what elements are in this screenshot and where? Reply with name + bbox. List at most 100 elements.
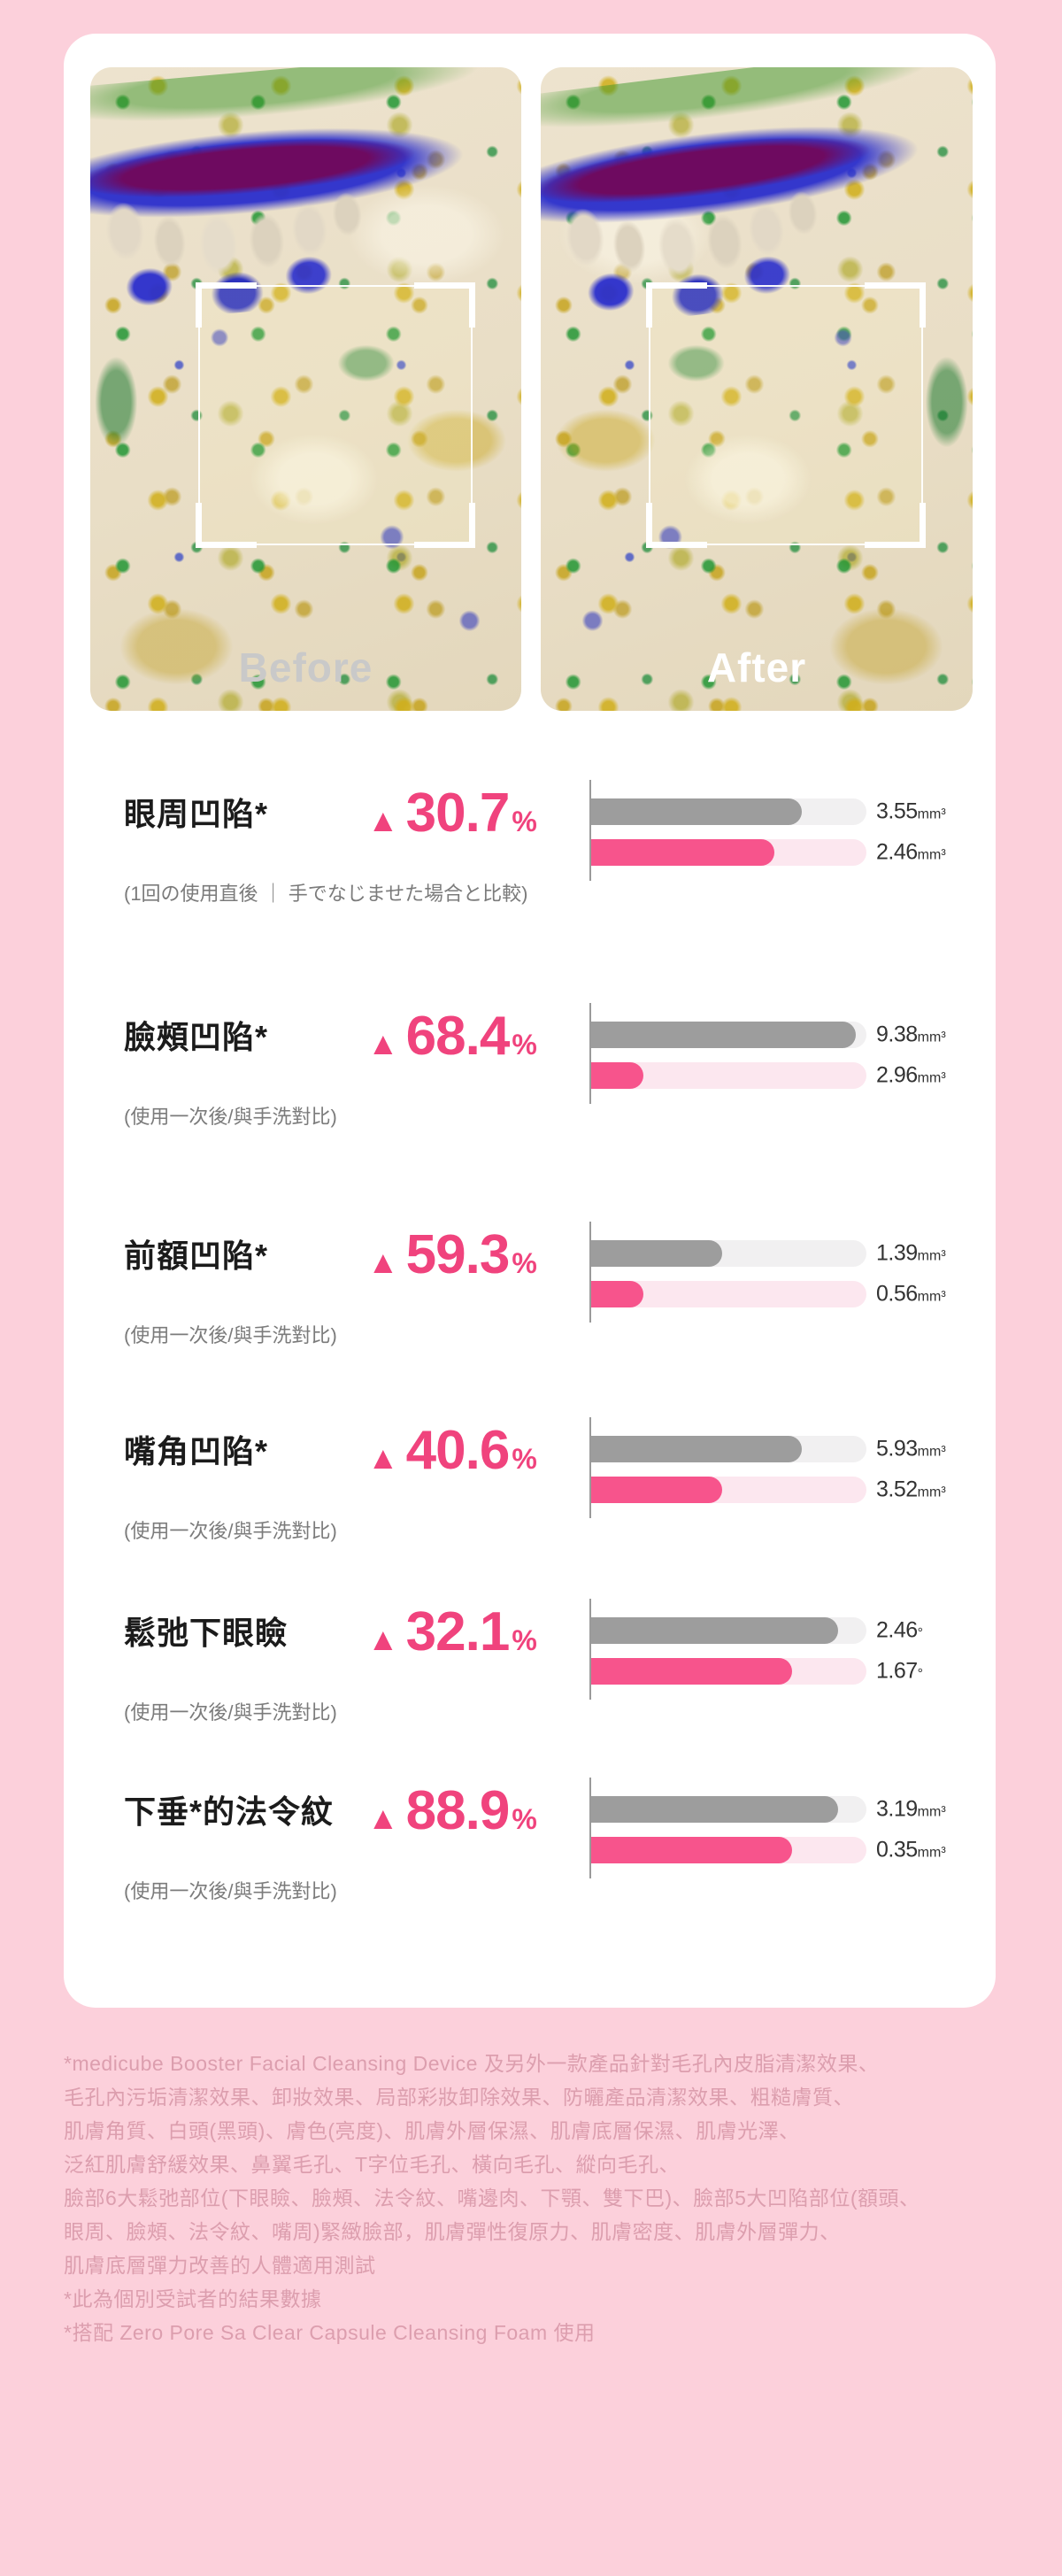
bar-fill-gray (591, 1796, 838, 1823)
stat-percent-value: 40.6 (405, 1420, 511, 1481)
bar-value-label: 5.93mm³ (876, 1436, 946, 1462)
bar-fill-pink (591, 1837, 792, 1863)
bar-value-label: 2.96mm³ (876, 1062, 946, 1088)
bar-fill-gray (591, 1617, 838, 1644)
stat-note: (使用一次後/與手洗對比) (124, 1880, 337, 1902)
bar-fill-pink (591, 1658, 792, 1685)
increase-triangle-icon: ▲ (367, 1800, 399, 1836)
stat-percent-sign: % (512, 1624, 537, 1656)
increase-triangle-icon: ▲ (367, 1244, 399, 1280)
bar-chart: 2.46° 1.67° (589, 1591, 996, 1741)
stat-section-lower-eyelid: 鬆弛下眼瞼 ▲ 32.1 % (使用一次後/與手洗對比) 2.46° 1.67° (64, 1591, 996, 1741)
focus-corner-icon (196, 503, 257, 548)
stat-percent-value: 30.7 (405, 783, 511, 844)
bar-track-gray: 3.55mm³ (591, 798, 946, 825)
stat-title: 嘴角凹陷* (124, 1433, 269, 1469)
stat-percent-value: 32.1 (405, 1601, 511, 1662)
bar-track-pink: 1.67° (591, 1658, 923, 1685)
bar-fill-pink (591, 1062, 643, 1089)
bar-track-pink: 2.96mm³ (591, 1062, 946, 1089)
bar-fill-gray (591, 1240, 722, 1267)
bar-fill-gray (591, 1436, 802, 1462)
content-card: Before After 眼周凹陷* ▲ 30.7 % (1回の使用直後 ｜ 手… (64, 34, 996, 2008)
bar-track-pink: 3.52mm³ (591, 1477, 946, 1503)
stat-note: (1回の使用直後 ｜ 手でなじませた場合と比較) (124, 883, 528, 905)
stat-percent-sign: % (512, 806, 537, 837)
focus-corner-icon (414, 503, 475, 548)
bar-chart: 1.39mm³ 0.56mm³ (589, 1214, 996, 1364)
bar-track-gray: 3.19mm³ (591, 1796, 946, 1823)
chart-axis-line (589, 1417, 591, 1518)
chart-axis-line (589, 1599, 591, 1700)
bar-chart: 3.55mm³ 2.46mm³ (589, 772, 996, 922)
stat-title: 鬆弛下眼瞼 (124, 1615, 289, 1651)
footnote-line: *此為個別受試者的結果數據 (64, 2287, 322, 2310)
footnote-line: 肌膚底層彈力改善的人體適用測試 (64, 2254, 376, 2277)
bar-chart: 9.38mm³ 2.96mm³ (589, 995, 996, 1145)
focus-corner-icon (196, 282, 257, 328)
bar-track-pink: 2.46mm³ (591, 839, 946, 866)
bar-track-gray: 2.46° (591, 1617, 923, 1644)
stat-percent-value: 68.4 (405, 1006, 511, 1067)
bar-track-gray: 5.93mm³ (591, 1436, 946, 1462)
footnotes: *medicube Booster Facial Cleansing Devic… (64, 2047, 1011, 2349)
bar-value-label: 3.19mm³ (876, 1796, 946, 1822)
chart-axis-line (589, 780, 591, 881)
before-label: Before (238, 644, 373, 690)
after-skin-analysis-image: After (541, 67, 973, 711)
stat-change: ▲ 40.6 % (367, 1423, 537, 1478)
focus-corner-icon (646, 503, 707, 548)
bar-chart: 3.19mm³ 0.35mm³ (589, 1770, 996, 1920)
stat-title: 臉頰凹陷* (124, 1019, 269, 1055)
stat-percent-value: 88.9 (405, 1780, 511, 1841)
bar-value-label: 1.39mm³ (876, 1240, 946, 1266)
stat-percent-sign: % (512, 1803, 537, 1835)
bar-fill-gray (591, 798, 802, 825)
stat-note: (使用一次後/與手洗對比) (124, 1701, 337, 1724)
footnote-line: *medicube Booster Facial Cleansing Devic… (64, 2052, 880, 2075)
stat-section-cheek: 臉頰凹陷* ▲ 68.4 % (使用一次後/與手洗對比) 9.38mm³ 2.9… (64, 995, 996, 1145)
bar-value-label: 3.52mm³ (876, 1477, 946, 1502)
increase-triangle-icon: ▲ (367, 802, 399, 838)
stat-section-mouth-corner: 嘴角凹陷* ▲ 40.6 % (使用一次後/與手洗對比) 5.93mm³ 3.5… (64, 1409, 996, 1560)
bar-value-label: 0.56mm³ (876, 1281, 946, 1307)
stat-change: ▲ 30.7 % (367, 786, 537, 841)
footnote-line: 肌膚角質、白頭(黑頭)、膚色(亮度)、肌膚外層保濕、肌膚底層保濕、肌膚光澤、 (64, 2119, 800, 2142)
focus-frame (196, 282, 475, 548)
increase-triangle-icon: ▲ (367, 1621, 399, 1657)
bar-value-label: 2.46mm³ (876, 839, 946, 865)
footnote-line: 毛孔內污垢清潔效果、卸妝效果、局部彩妝卸除效果、防曬產品清潔效果、粗糙膚質、 (64, 2086, 854, 2109)
focus-corner-icon (865, 282, 926, 328)
focus-corner-icon (646, 282, 707, 328)
bar-fill-pink (591, 1477, 722, 1503)
bar-value-label: 3.55mm³ (876, 798, 946, 824)
before-skin-analysis-image: Before (90, 67, 521, 711)
stat-section-forehead: 前額凹陷* ▲ 59.3 % (使用一次後/與手洗對比) 1.39mm³ 0.5… (64, 1214, 996, 1364)
focus-corner-icon (414, 282, 475, 328)
stat-percent-sign: % (512, 1029, 537, 1060)
bar-value-label: 0.35mm³ (876, 1837, 946, 1863)
stat-title: 下垂*的法令紋 (124, 1793, 335, 1830)
footnote-line: 臉部6大鬆弛部位(下眼瞼、臉頰、法令紋、嘴邊肉、下顎、雙下巴)、臉部5大凹陷部位… (64, 2187, 920, 2210)
bar-value-label: 9.38mm³ (876, 1022, 946, 1047)
chart-axis-line (589, 1222, 591, 1323)
stat-title: 眼周凹陷* (124, 796, 269, 832)
chart-axis-line (589, 1003, 591, 1104)
stat-percent-sign: % (512, 1443, 537, 1475)
bar-fill-pink (591, 1281, 643, 1307)
stat-change: ▲ 59.3 % (367, 1228, 537, 1283)
stat-title: 前額凹陷* (124, 1238, 269, 1274)
stat-section-nasolabial-folds: 下垂*的法令紋 ▲ 88.9 % (使用一次後/與手洗對比) 3.19mm³ 0… (64, 1770, 996, 1920)
stat-note: (使用一次後/與手洗對比) (124, 1324, 337, 1346)
increase-triangle-icon: ▲ (367, 1025, 399, 1061)
bar-track-pink: 0.35mm³ (591, 1837, 946, 1863)
bar-chart: 5.93mm³ 3.52mm³ (589, 1409, 996, 1560)
bar-value-label: 2.46° (876, 1617, 924, 1643)
stat-note: (使用一次後/與手洗對比) (124, 1106, 337, 1128)
increase-triangle-icon: ▲ (367, 1439, 399, 1476)
footnote-line: 泛紅肌膚舒緩效果、鼻翼毛孔、T字位毛孔、橫向毛孔、縱向毛孔、 (64, 2153, 681, 2176)
bar-track-pink: 0.56mm³ (591, 1281, 946, 1307)
stat-percent-sign: % (512, 1247, 537, 1279)
focus-corner-icon (865, 503, 926, 548)
stat-change: ▲ 68.4 % (367, 1009, 537, 1064)
